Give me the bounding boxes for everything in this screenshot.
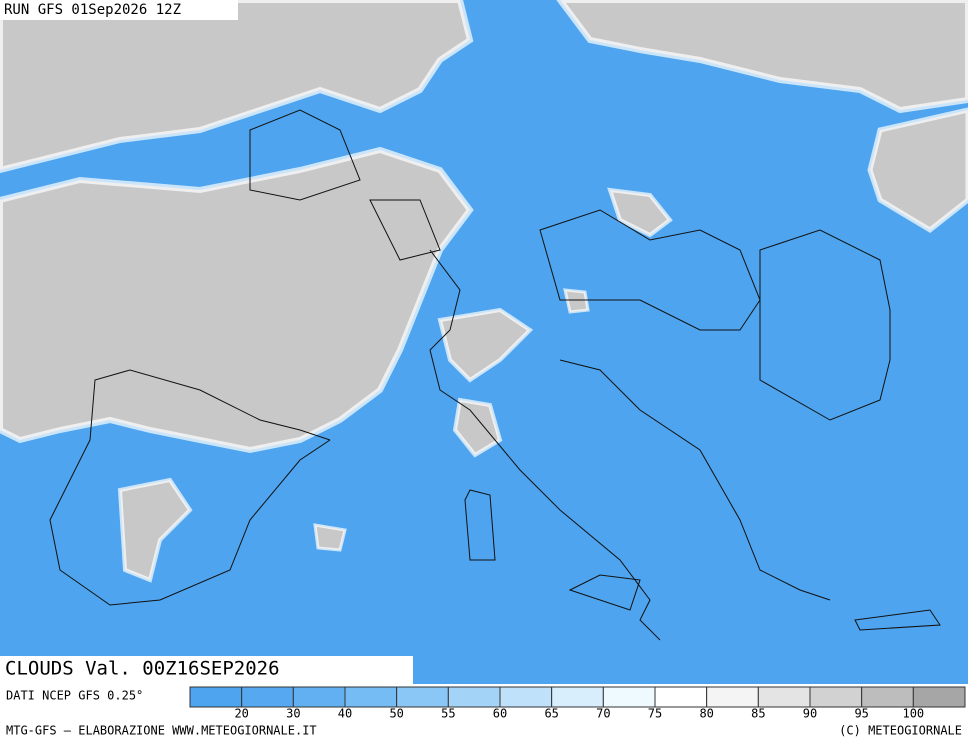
legend-swatch <box>654 686 708 708</box>
legend-label: 70 <box>596 707 610 721</box>
legend-swatch <box>499 686 553 708</box>
legend-label: 50 <box>389 707 403 721</box>
legend-swatch <box>447 686 501 708</box>
legend-swatch <box>241 686 294 708</box>
run-label-box <box>0 0 238 20</box>
source-label: DATI NCEP GFS 0.25° <box>6 689 143 703</box>
footer-right: (C) METEOGIORNALE <box>839 724 962 738</box>
legend-swatch <box>189 686 243 708</box>
legend-label: 40 <box>338 707 352 721</box>
legend-swatch <box>602 686 656 708</box>
legend-swatch <box>809 686 863 708</box>
field-label-box <box>0 656 413 684</box>
legend-label: 30 <box>286 707 300 721</box>
legend-swatch <box>706 686 759 708</box>
footer-left: MTG-GFS — ELABORAZIONE WWW.METEOGIORNALE… <box>6 724 317 738</box>
legend-swatch <box>912 686 966 708</box>
legend-label: 95 <box>854 707 868 721</box>
legend-label: 65 <box>544 707 558 721</box>
legend-swatch <box>757 686 811 708</box>
legend-swatch <box>344 686 398 708</box>
legend-label: 20 <box>234 707 248 721</box>
legend-label: 80 <box>699 707 713 721</box>
legend-swatch <box>861 686 914 708</box>
legend-label: 75 <box>648 707 662 721</box>
map <box>0 0 968 684</box>
legend-label: 90 <box>803 707 817 721</box>
legend-swatch <box>292 686 346 708</box>
legend-swatch <box>551 686 604 708</box>
field-label: CLOUDS Val. 00Z16SEP2026 <box>5 658 280 680</box>
legend: 20 30 40 50 55 60 65 70 75 80 85 90 95 100 <box>189 686 966 721</box>
legend-label: 85 <box>751 707 765 721</box>
legend-label: 100 <box>902 707 924 721</box>
legend-label: 55 <box>441 707 455 721</box>
legend-swatch <box>396 686 449 708</box>
run-label: RUN GFS 01Sep2026 12Z <box>4 2 181 18</box>
legend-label: 60 <box>493 707 507 721</box>
